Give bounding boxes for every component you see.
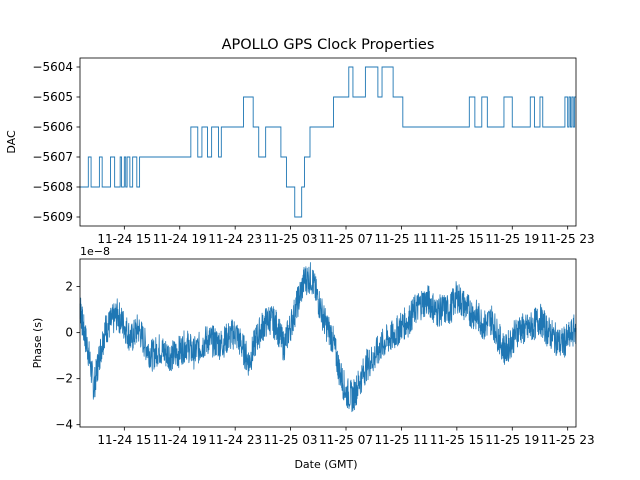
dac-x-tick-label: 11-24 23 bbox=[208, 232, 262, 246]
phase-x-tick-label: 11-25 19 bbox=[485, 433, 539, 447]
phase-panel: 11-24 15 11-24 19 11-24 23 11-25 03 11-25 07… bbox=[31, 245, 595, 471]
phase-y-axis-label: Phase (s) bbox=[31, 318, 44, 369]
dac-series-line bbox=[80, 66, 576, 218]
phase-x-tick-label: 11-25 03 bbox=[264, 433, 318, 447]
dac-x-tick-label: 11-25 11 bbox=[374, 232, 428, 246]
phase-x-tick-label: 11-24 19 bbox=[153, 433, 207, 447]
dac-x-tick-label: 11-24 19 bbox=[153, 232, 207, 246]
dac-axes-frame bbox=[79, 57, 577, 227]
chart-title: APOLLO GPS Clock Properties bbox=[222, 37, 435, 53]
phase-x-tick-label: 11-25 15 bbox=[430, 433, 484, 447]
dac-label-layer: 11-24 15 11-24 19 11-24 23 11-25 03 11-25 07… bbox=[32, 60, 594, 246]
phase-x-tick-label: 11-25 11 bbox=[374, 433, 428, 447]
dac-y-axis-label: DAC bbox=[5, 130, 18, 154]
dac-x-tick-label: 11-25 15 bbox=[430, 232, 484, 246]
dac-tick-layer bbox=[76, 66, 569, 230]
phase-x-tick-label: 11-25 07 bbox=[319, 433, 373, 447]
phase-x-tick-label: 11-24 15 bbox=[97, 433, 151, 447]
phase-x-tick-label: 11-24 23 bbox=[208, 433, 262, 447]
phase-series-layer bbox=[79, 262, 577, 413]
phase-y-tick-label: −4 bbox=[55, 418, 73, 432]
phase-label-layer: 11-24 15 11-24 19 11-24 23 11-25 03 11-25 07… bbox=[55, 280, 594, 447]
dac-y-tick-label: −5607 bbox=[32, 150, 73, 164]
phase-y-tick-label: −2 bbox=[55, 372, 73, 386]
dac-y-tick-label: −5609 bbox=[32, 210, 73, 224]
phase-y-tick-label: 0 bbox=[65, 326, 73, 340]
phase-tick-layer bbox=[76, 286, 569, 431]
phase-y-scale-label: 1e−8 bbox=[80, 245, 110, 258]
dac-y-tick-label: −5604 bbox=[32, 60, 73, 74]
dac-x-tick-label: 11-25 03 bbox=[264, 232, 318, 246]
dac-y-tick-label: −5608 bbox=[32, 180, 73, 194]
dac-series-layer bbox=[80, 66, 576, 218]
dac-y-tick-label: −5606 bbox=[32, 120, 73, 134]
phase-series-line bbox=[79, 262, 577, 413]
phase-x-axis-label: Date (GMT) bbox=[294, 458, 357, 471]
dac-x-tick-label: 11-25 19 bbox=[485, 232, 539, 246]
dac-x-tick-label: 11-24 15 bbox=[97, 232, 151, 246]
phase-y-tick-label: 2 bbox=[65, 280, 73, 294]
dac-x-tick-label: 11-25 23 bbox=[541, 232, 595, 246]
dac-panel: 11-24 15 11-24 19 11-24 23 11-25 03 11-25 07… bbox=[5, 57, 595, 246]
phase-axes-frame bbox=[79, 258, 577, 428]
dac-y-tick-label: −5605 bbox=[32, 90, 73, 104]
phase-x-tick-label: 11-25 23 bbox=[541, 433, 595, 447]
dac-x-tick-label: 11-25 07 bbox=[319, 232, 373, 246]
